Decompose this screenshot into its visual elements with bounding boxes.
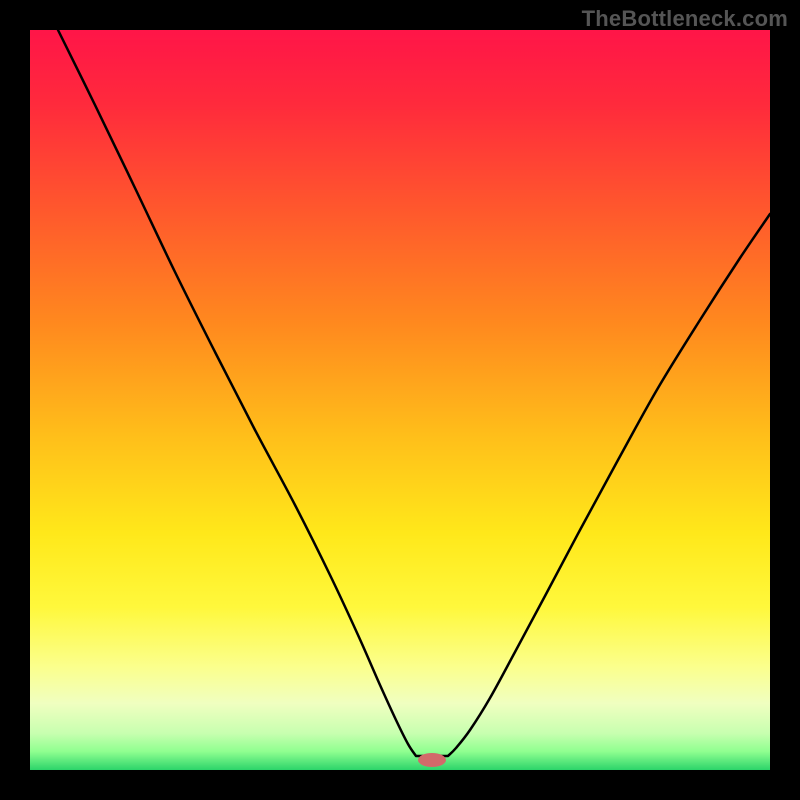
- bottleneck-chart: [0, 0, 800, 800]
- chart-background: [30, 30, 770, 770]
- optimum-marker: [418, 753, 446, 767]
- chart-container: { "watermark": { "text": "TheBottleneck.…: [0, 0, 800, 800]
- watermark-text: TheBottleneck.com: [582, 6, 788, 32]
